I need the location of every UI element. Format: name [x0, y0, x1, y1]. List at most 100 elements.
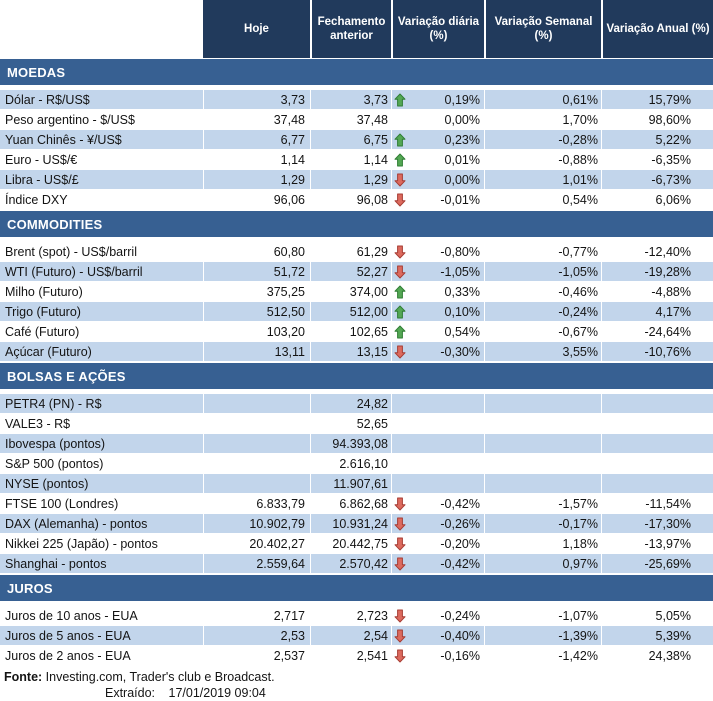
weekly-variation-value-text: -0,17% — [558, 516, 598, 531]
fechamento-value-text: 1,14 — [363, 152, 388, 167]
daily-variation-value — [391, 394, 484, 414]
table-row: Yuan Chinês - ¥/US$ 6,77 6,75 0,23% -0,28% 5,… — [0, 130, 713, 150]
annual-variation-value: 5,22% — [601, 130, 713, 150]
table-row: Euro - US$/€ 1,14 1,14 0,01% -0,88% -6,35% — [0, 150, 713, 170]
annual-variation-value: 24,38% — [601, 646, 713, 666]
annual-variation-value: -11,54% — [601, 494, 713, 514]
down-arrow-icon — [394, 557, 406, 570]
fechamento-value: 6,75 — [310, 130, 391, 150]
annual-variation-value-text: -12,40% — [644, 244, 691, 259]
weekly-variation-value-text: -0,77% — [558, 244, 598, 259]
fechamento-value-text: 61,29 — [356, 244, 388, 259]
fechamento-value: 6.862,68 — [310, 494, 391, 514]
row-label-text: NYSE (pontos) — [5, 476, 89, 491]
row-label: PETR4 (PN) - R$ — [0, 394, 203, 414]
row-label: Juros de 10 anos - EUA — [0, 606, 203, 626]
row-label: FTSE 100 (Londres) — [0, 494, 203, 514]
annual-variation-value-text: 15,79% — [648, 92, 691, 107]
table-row: PETR4 (PN) - R$ 24,82 — [0, 394, 713, 414]
extracted-timestamp: 17/01/2019 09:04 — [168, 686, 266, 700]
annual-variation-value-text: 5,05% — [655, 608, 691, 623]
table-row: Brent (spot) - US$/barril 60,80 61,29 -0,80… — [0, 242, 713, 262]
row-label-text: PETR4 (PN) - R$ — [5, 396, 102, 411]
table-row: Libra - US$/£ 1,29 1,29 0,00% 1,01% -6,73% — [0, 170, 713, 190]
hoje-value: 512,50 — [203, 302, 310, 322]
table-body: MOEDAS Dólar - R$/US$ 3,73 3,73 0,19% 0,61% 15… — [0, 59, 713, 666]
weekly-variation-value-text: -1,39% — [558, 628, 598, 643]
fechamento-value-text: 94.393,08 — [332, 436, 388, 451]
hoje-value-text: 13,11 — [274, 344, 305, 359]
weekly-variation-value-text: -1,57% — [558, 496, 598, 511]
section-bar-commodities: COMMODITIES — [0, 211, 713, 237]
hoje-value: 20.402,27 — [203, 534, 310, 554]
daily-variation-value-text: 0,10% — [444, 304, 480, 319]
daily-variation-value-text: -0,01% — [440, 192, 480, 207]
annual-variation-value: -17,30% — [601, 514, 713, 534]
fechamento-value: 10.931,24 — [310, 514, 391, 534]
down-arrow-icon — [394, 629, 406, 642]
down-arrow-icon — [394, 649, 406, 662]
weekly-variation-value — [484, 454, 601, 474]
fechamento-value-text: 2,54 — [363, 628, 388, 643]
row-label-text: WTI (Futuro) - US$/barril — [5, 264, 143, 279]
row-label-text: FTSE 100 (Londres) — [5, 496, 119, 511]
up-arrow-icon — [394, 153, 406, 166]
row-label: Peso argentino - $/US$ — [0, 110, 203, 130]
fechamento-value-text: 52,27 — [356, 264, 388, 279]
hoje-value-text: 51,72 — [273, 264, 305, 279]
weekly-variation-value-text: 0,54% — [562, 192, 598, 207]
row-label: S&P 500 (pontos) — [0, 454, 203, 474]
annual-variation-value-text: 98,60% — [648, 112, 691, 127]
weekly-variation-value-text: -0,28% — [558, 132, 598, 147]
fechamento-value-text: 2.570,42 — [339, 556, 388, 571]
annual-variation-value-text: 24,38% — [648, 648, 691, 663]
down-arrow-icon — [394, 537, 406, 550]
up-arrow-icon — [394, 93, 406, 106]
table-row: VALE3 - R$ 52,65 — [0, 414, 713, 434]
weekly-variation-value: -0,77% — [484, 242, 601, 262]
row-label: Dólar - R$/US$ — [0, 90, 203, 110]
weekly-variation-value: 3,55% — [484, 342, 601, 362]
annual-variation-value: 98,60% — [601, 110, 713, 130]
hoje-value: 1,14 — [203, 150, 310, 170]
annual-variation-value — [601, 454, 713, 474]
annual-variation-value: -13,97% — [601, 534, 713, 554]
row-label: Brent (spot) - US$/barril — [0, 242, 203, 262]
annual-variation-value: -24,64% — [601, 322, 713, 342]
fechamento-value: 96,08 — [310, 190, 391, 210]
daily-variation-value-text: 0,00% — [444, 172, 480, 187]
hoje-value-text: 103,20 — [266, 324, 305, 339]
row-label-text: Yuan Chinês - ¥/US$ — [5, 132, 122, 147]
annual-variation-value — [601, 434, 713, 454]
row-label-text: Peso argentino - $/US$ — [5, 112, 135, 127]
fechamento-value: 2,541 — [310, 646, 391, 666]
weekly-variation-value-text: -1,42% — [558, 648, 598, 663]
annual-variation-value-text: 5,39% — [655, 628, 691, 643]
table-row: S&P 500 (pontos) 2.616,10 — [0, 454, 713, 474]
row-label-text: Libra - US$/£ — [5, 172, 79, 187]
hoje-value: 51,72 — [203, 262, 310, 282]
fechamento-value-text: 1,29 — [363, 172, 388, 187]
row-label-text: Juros de 5 anos - EUA — [5, 628, 131, 643]
table-row: Juros de 10 anos - EUA 2,717 2,723 -0,24% -1… — [0, 606, 713, 626]
weekly-variation-value: -0,67% — [484, 322, 601, 342]
section-bar-juros: JUROS — [0, 575, 713, 601]
table-row: Milho (Futuro) 375,25 374,00 0,33% -0,46% -4,… — [0, 282, 713, 302]
hoje-value-text: 2,717 — [273, 608, 305, 623]
annual-variation-value-text: -11,54% — [645, 496, 691, 511]
annual-variation-value — [601, 474, 713, 494]
table-row: DAX (Alemanha) - pontos 10.902,79 10.931,2… — [0, 514, 713, 534]
row-label: Ibovespa (pontos) — [0, 434, 203, 454]
row-label-text: S&P 500 (pontos) — [5, 456, 104, 471]
table-row: Café (Futuro) 103,20 102,65 0,54% -0,67% -24,… — [0, 322, 713, 342]
fechamento-value: 52,27 — [310, 262, 391, 282]
row-label-text: Euro - US$/€ — [5, 152, 78, 167]
table-header: Hoje Fechamento anterior Variação diária… — [0, 0, 713, 58]
row-label-text: Dólar - R$/US$ — [5, 92, 90, 107]
daily-variation-value-text: -0,42% — [440, 556, 480, 571]
hoje-value: 3,73 — [203, 90, 310, 110]
table-row: Peso argentino - $/US$ 37,48 37,48 0,00% 1,7… — [0, 110, 713, 130]
hoje-value-text: 1,29 — [280, 172, 305, 187]
extracted-label: Extraído: — [105, 686, 156, 700]
down-arrow-icon — [394, 497, 406, 510]
